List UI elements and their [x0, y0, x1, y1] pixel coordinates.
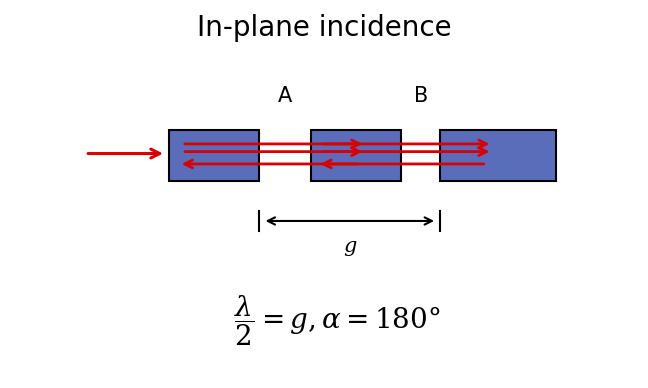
Bar: [440, 130, 556, 180]
Text: In-plane incidence: In-plane incidence: [197, 14, 451, 42]
Text: A: A: [278, 86, 292, 106]
Bar: [311, 130, 401, 180]
Text: $\dfrac{\lambda}{2} = g, \alpha = 180°$: $\dfrac{\lambda}{2} = g, \alpha = 180°$: [234, 294, 440, 348]
Text: B: B: [413, 86, 428, 106]
Text: g: g: [343, 237, 356, 256]
Bar: [169, 130, 259, 180]
